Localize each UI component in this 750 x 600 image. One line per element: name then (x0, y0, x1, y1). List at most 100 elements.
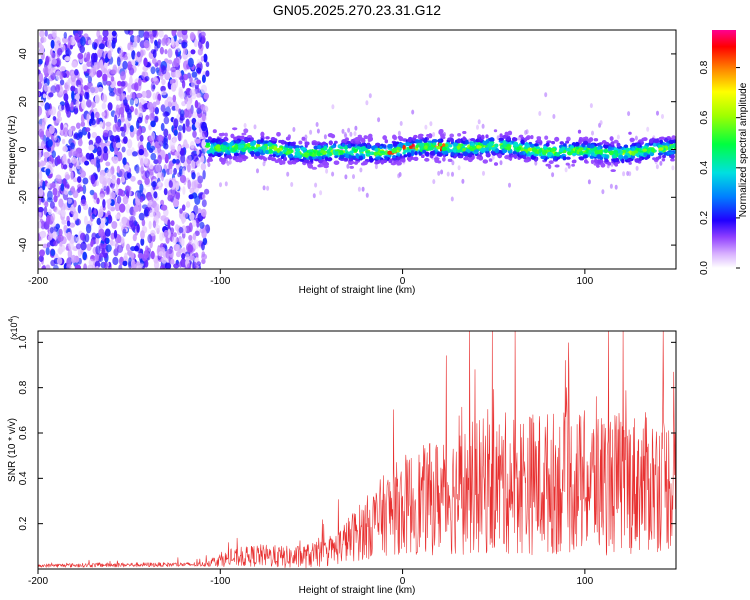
spectrogram-signal-cell (662, 142, 667, 146)
spectrogram-scatter-cell (226, 161, 230, 166)
spectrogram-y-tick-label: 0 (18, 146, 29, 152)
spectrogram-noise-cell (113, 229, 118, 239)
spectrogram-signal-cell (418, 133, 424, 137)
snr-x-tick-label: -100 (210, 576, 230, 587)
spectrogram-noise-cell (101, 111, 106, 117)
spectrogram-noise-cell (90, 175, 96, 185)
spectrogram-signal-cell (320, 149, 325, 154)
spectrogram-noise-cell (180, 237, 185, 247)
spectrogram-signal-cell (421, 154, 425, 158)
spectrogram-noise-cell (163, 137, 168, 144)
spectrogram-scatter-cell (315, 122, 319, 127)
spectrogram-noise-cell (101, 93, 107, 104)
spectrogram-noise-cell (102, 199, 106, 208)
spectrogram-noise-cell (42, 36, 47, 43)
snr-x-tick-label: 0 (400, 576, 406, 587)
spectrogram-scatter-cell (292, 148, 296, 154)
spectrogram-noise-cell (74, 69, 79, 76)
spectrogram-noise-cell (103, 252, 108, 259)
spectrogram-noise-cell (118, 106, 125, 115)
spectrogram-noise-cell (192, 219, 197, 227)
spectrogram-noise-cell (106, 168, 113, 178)
spectrogram-signal-cell (398, 136, 404, 141)
spectrogram-noise-cell (177, 145, 181, 152)
spectrogram-signal-cell (590, 159, 595, 165)
spectrogram-noise-cell (150, 145, 156, 151)
spectrogram-noise-cell (115, 95, 120, 101)
spectrogram-signal-cell (641, 137, 647, 141)
spectrogram-noise-cell (144, 177, 150, 186)
spectrogram-signal-cell (653, 138, 660, 144)
spectrogram-noise-cell (51, 58, 57, 65)
spectrogram-noise-cell (142, 253, 147, 262)
spectrogram-noise-cell (90, 111, 95, 122)
spectrogram-signal-cell (325, 156, 329, 161)
spectrogram-signal-cell (353, 148, 358, 153)
spectrogram-noise-cell (51, 30, 57, 38)
spectrogram-signal-cell (396, 161, 402, 166)
spectrogram-signal-cell (330, 145, 336, 149)
spectrogram-noise-cell (126, 94, 131, 101)
spectrogram-noise-cell (148, 209, 155, 218)
spectrogram-noise-cell (119, 49, 124, 57)
spectrogram-signal-cell (415, 139, 420, 144)
spectrogram-noise-cell (150, 152, 157, 161)
spectrogram-noise-cell (55, 84, 61, 93)
spectrogram-noise-cell (77, 138, 83, 147)
spectrogram-noise-cell (68, 162, 73, 169)
spectrogram-scatter-cell (432, 132, 436, 137)
spectrogram-noise-cell (203, 53, 208, 63)
spectrogram-noise-cell (38, 187, 44, 197)
spectrogram-noise-cell (157, 154, 162, 165)
spectrogram-noise-cell (128, 67, 135, 76)
spectrogram-noise-cell (144, 76, 150, 82)
spectrogram-signal-cell (512, 137, 518, 142)
spectrogram-noise-cell (158, 251, 164, 257)
spectrogram-scatter-cell (451, 160, 455, 166)
spectrogram-noise-cell (101, 102, 107, 110)
spectrogram-noise-cell (152, 92, 157, 101)
spectrogram-noise-cell (117, 87, 124, 95)
spectrogram-noise-cell (136, 51, 141, 58)
spectrogram-noise-cell (45, 168, 51, 175)
spectrogram-noise-cell (96, 197, 100, 205)
spectrogram-noise-cell (80, 232, 86, 241)
spectrogram-scatter-cell (292, 127, 296, 132)
spectrogram-noise-cell (129, 98, 134, 106)
spectrogram-noise-cell (201, 74, 206, 84)
spectrogram-noise-cell (68, 241, 74, 251)
spectrogram-noise-cell (124, 252, 128, 261)
spectrogram-signal-cell (407, 156, 411, 161)
spectrogram-noise-cell (132, 127, 138, 135)
spectrogram-noise-cell (136, 92, 143, 99)
spectrogram-signal-cell (341, 143, 345, 147)
spectrogram-signal-cell (424, 151, 429, 156)
spectrogram-signal-cell (535, 146, 540, 150)
snr-y-scale-label: (x104) (8, 316, 19, 340)
spectrogram-signal-cell (273, 138, 278, 142)
spectrogram-signal-cell (671, 135, 676, 141)
spectrogram-signal-cell (590, 144, 595, 149)
spectrogram-scatter-cell (344, 174, 348, 180)
spectrogram-noise-cell (38, 69, 41, 75)
spectrogram-signal-cell (649, 152, 655, 157)
spectrogram-signal-cell (585, 148, 589, 154)
spectrogram-signal-cell (276, 132, 281, 137)
spectrogram-signal-cell (465, 139, 469, 145)
spectrogram-scatter-cell (656, 110, 659, 116)
spectrogram-noise-cell (188, 194, 194, 200)
spectrogram-noise-cell (143, 208, 149, 217)
spectrogram-noise-cell (200, 31, 206, 38)
spectrogram-noise-cell (107, 102, 113, 111)
spectrogram-noise-cell (159, 264, 166, 269)
spectrogram-signal-cell (344, 145, 348, 150)
spectrogram-noise-cell (65, 174, 71, 180)
spectrogram-noise-cell (67, 77, 72, 84)
spectrogram-signal-cell (566, 136, 571, 142)
spectrogram-signal-cell (593, 159, 598, 164)
spectrogram-signal-cell (615, 158, 620, 163)
spectrogram-noise-cell (51, 213, 56, 222)
spectrogram-noise-cell (102, 36, 108, 42)
spectrogram-noise-cell (49, 125, 55, 134)
spectrogram-noise-cell (55, 70, 61, 81)
